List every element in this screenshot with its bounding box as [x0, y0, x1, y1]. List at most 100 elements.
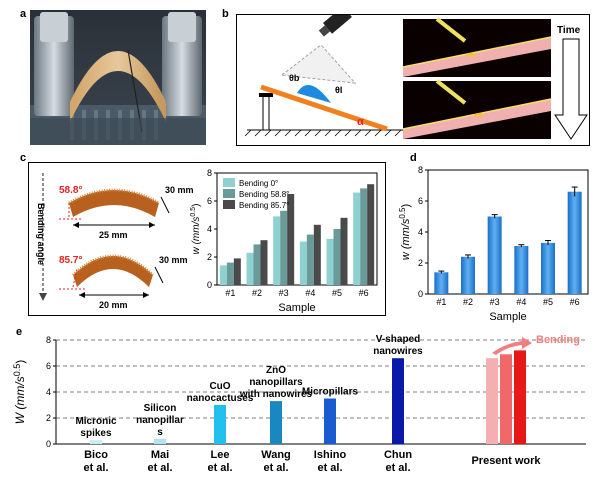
chart-d-xtick: #5 — [543, 297, 553, 307]
chart-c-bar — [273, 216, 281, 285]
chart-e-bar — [392, 358, 404, 444]
chart-c-xtick: #1 — [225, 288, 235, 298]
sample1-height: 30 mm — [165, 185, 194, 195]
chart-e-bar-label: ZnO — [266, 365, 286, 376]
chart-e-bar — [324, 398, 336, 444]
chart-d-ytick: 2 — [418, 258, 423, 268]
time-arrow-icon — [554, 38, 588, 140]
photo-bent-film — [30, 10, 206, 145]
chart-c-legend-label: Bending 0° — [239, 179, 278, 188]
sequence-frame-2 — [402, 79, 552, 139]
chart-c-xtick: #5 — [332, 288, 342, 298]
chart-c-ytick: 8 — [207, 168, 212, 178]
chart-e-ytick: 4 — [46, 387, 51, 397]
panel-c-box: Bending angle 58.8° 25 mm 30 mm 85.7° 20… — [28, 162, 386, 316]
chart-c-legend-swatch — [223, 200, 235, 209]
sequence-frame-1 — [402, 17, 552, 77]
chart-d-bar — [514, 245, 529, 294]
chart-e-bar-label: Silicon — [144, 403, 177, 414]
chart-d-bar — [541, 242, 555, 294]
chart-e-present-bar — [486, 358, 498, 444]
chart-c-legend-swatch — [223, 178, 235, 187]
chart-e-ylabel: W (mm/s0.5) — [12, 360, 27, 425]
bent-samples-illustration: Bending angle 58.8° 25 mm 30 mm 85.7° 20… — [36, 173, 194, 310]
chart-e-bar-label: V-shaped — [376, 334, 420, 345]
chart-d-ylabel: w (mm/s0.5) — [398, 204, 412, 260]
alpha-label: α — [357, 116, 364, 128]
chart-c-xtick: #3 — [279, 288, 289, 298]
panel-a-label: a — [20, 8, 27, 20]
chart-d-xtick: #2 — [463, 297, 473, 307]
chart-d-bar — [461, 256, 475, 294]
chart-c-xtick: #6 — [359, 288, 369, 298]
chart-e-present-label: Present work — [471, 455, 541, 467]
chart-e-present-bar — [500, 354, 512, 444]
chart-c-xtick: #2 — [252, 288, 262, 298]
chart-c-bar — [360, 188, 368, 285]
chart-d-xlabel: Sample — [489, 311, 526, 323]
bending-arrow-icon — [492, 337, 532, 355]
sample2-angle: 85.7° — [59, 255, 82, 266]
chart-d-bar — [434, 272, 449, 294]
chart-c-ytick: 4 — [207, 224, 212, 234]
theta-b-label: θb — [289, 73, 300, 83]
chart-e-bar — [270, 401, 282, 444]
panel-d-label: d — [410, 152, 417, 164]
chart-d-ytick: 6 — [418, 196, 423, 206]
chart-e-bar-label: s — [157, 427, 163, 438]
chart-c-bar — [326, 238, 334, 285]
camera-icon — [318, 6, 352, 37]
panel-c-label: c — [20, 152, 27, 164]
panel-e-label: e — [16, 326, 23, 338]
chart-c-ytick: 0 — [207, 280, 212, 290]
chart-e-ytick: 2 — [46, 413, 51, 423]
chart-e-xtick: Lee — [211, 449, 230, 461]
chart-c-bar — [219, 265, 227, 285]
chart-e-xtick: Chun — [384, 449, 412, 461]
chart-e-ytick: 0 — [46, 439, 51, 449]
time-label: Time — [557, 25, 581, 36]
chart-e-xtick: Wang — [261, 449, 291, 461]
chart-d-xtick: #3 — [490, 297, 500, 307]
chart-e-xtick: Ishino — [314, 449, 347, 461]
chart-e-bar-label: Micronic — [75, 416, 117, 427]
chart-e-xtick: et al. — [147, 462, 172, 474]
chart-c-bar — [233, 258, 241, 285]
chart-e-bar-label: CuO — [209, 381, 230, 392]
sample1-angle: 58.8° — [59, 185, 82, 196]
chart-d-bar — [567, 191, 582, 294]
chart-c-bar — [313, 224, 321, 285]
chart-e-bar-label: spikes — [80, 428, 112, 439]
chart-c-legend-label: Bending 58.8° — [239, 190, 289, 199]
chart-e-xtick: Mai — [151, 449, 169, 461]
chart-c-ytick: 2 — [207, 252, 212, 262]
chart-e-xtick: et al. — [263, 462, 288, 474]
chart-c-ylabel: w (mm/s0.5) — [190, 204, 202, 255]
sample2-height: 30 mm — [159, 255, 188, 265]
chart-e-xtick: et al. — [385, 462, 410, 474]
chart-c-bar — [299, 241, 307, 285]
chart-c-bar — [260, 240, 268, 285]
chart-c-legend-label: Bending 85.7° — [239, 201, 289, 210]
chart-c-bar — [340, 217, 348, 285]
chart-e-xtick: Bico — [84, 449, 108, 461]
sample2-width: 20 mm — [99, 300, 128, 310]
chart-e-bar — [90, 440, 102, 444]
chart-e-ytick: 8 — [46, 335, 51, 345]
droplet-icon — [297, 85, 331, 103]
chart-d-xtick: #1 — [436, 297, 446, 307]
chart-c-bar — [306, 234, 314, 285]
chart-d-bar — [487, 216, 502, 294]
chart-e-bar-label: nanowires — [373, 346, 423, 357]
bending-label: Bending — [536, 334, 580, 346]
panel-a-photo — [30, 10, 206, 145]
panel-b-label: b — [222, 8, 229, 20]
bending-angle-label: Bending angle — [36, 203, 46, 265]
chart-e-bar — [214, 405, 226, 444]
chart-c: 0 2 4 6 8 #1 #2 #3 #4 #5 #6 Sample w (mm/s0.5) Bendin… — [190, 168, 378, 313]
chart-d-frame — [427, 169, 589, 295]
chart-e-ytick: 6 — [46, 361, 51, 371]
chart-d-ytick: 4 — [418, 227, 423, 237]
chart-d: 0 2 4 6 8 #1 #2 #3 #4 #5 #6 Sample w (mm/s0.5) — [398, 165, 589, 323]
